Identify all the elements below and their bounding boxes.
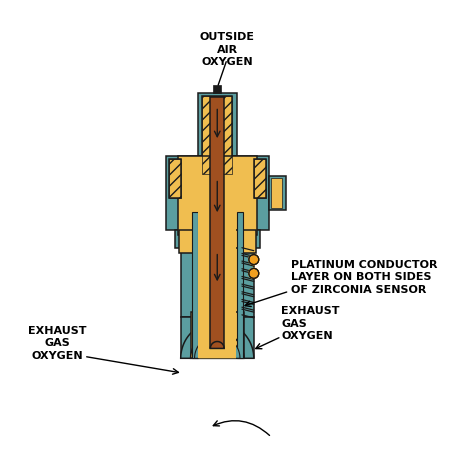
Polygon shape <box>181 317 254 358</box>
Polygon shape <box>268 176 287 210</box>
Circle shape <box>249 269 259 278</box>
Polygon shape <box>210 342 224 348</box>
Polygon shape <box>237 212 243 358</box>
Polygon shape <box>169 159 181 198</box>
Polygon shape <box>198 339 236 358</box>
Polygon shape <box>190 312 244 358</box>
Polygon shape <box>198 212 236 358</box>
Circle shape <box>249 269 259 278</box>
Polygon shape <box>270 178 282 208</box>
Polygon shape <box>190 332 244 358</box>
Polygon shape <box>181 322 254 358</box>
Text: EXHAUST
GAS
OXYGEN: EXHAUST GAS OXYGEN <box>281 306 340 341</box>
Circle shape <box>249 255 259 264</box>
Polygon shape <box>179 230 256 253</box>
Polygon shape <box>193 248 242 317</box>
Text: OUTSIDE
AIR
OXYGEN: OUTSIDE AIR OXYGEN <box>199 32 255 67</box>
Polygon shape <box>181 248 254 317</box>
Text: PLATINUM CONDUCTOR
LAYER ON BOTH SIDES
OF ZIRCONIA SENSOR: PLATINUM CONDUCTOR LAYER ON BOTH SIDES O… <box>291 260 438 295</box>
Text: EXHAUST
GAS
OXYGEN: EXHAUST GAS OXYGEN <box>28 326 87 361</box>
Polygon shape <box>198 92 237 156</box>
Polygon shape <box>195 335 240 358</box>
Polygon shape <box>202 96 232 174</box>
Polygon shape <box>178 156 257 235</box>
Polygon shape <box>166 156 268 230</box>
Circle shape <box>249 255 259 264</box>
Polygon shape <box>210 97 224 348</box>
Polygon shape <box>213 85 221 92</box>
Polygon shape <box>191 212 198 358</box>
Polygon shape <box>175 230 260 248</box>
Polygon shape <box>254 159 266 198</box>
